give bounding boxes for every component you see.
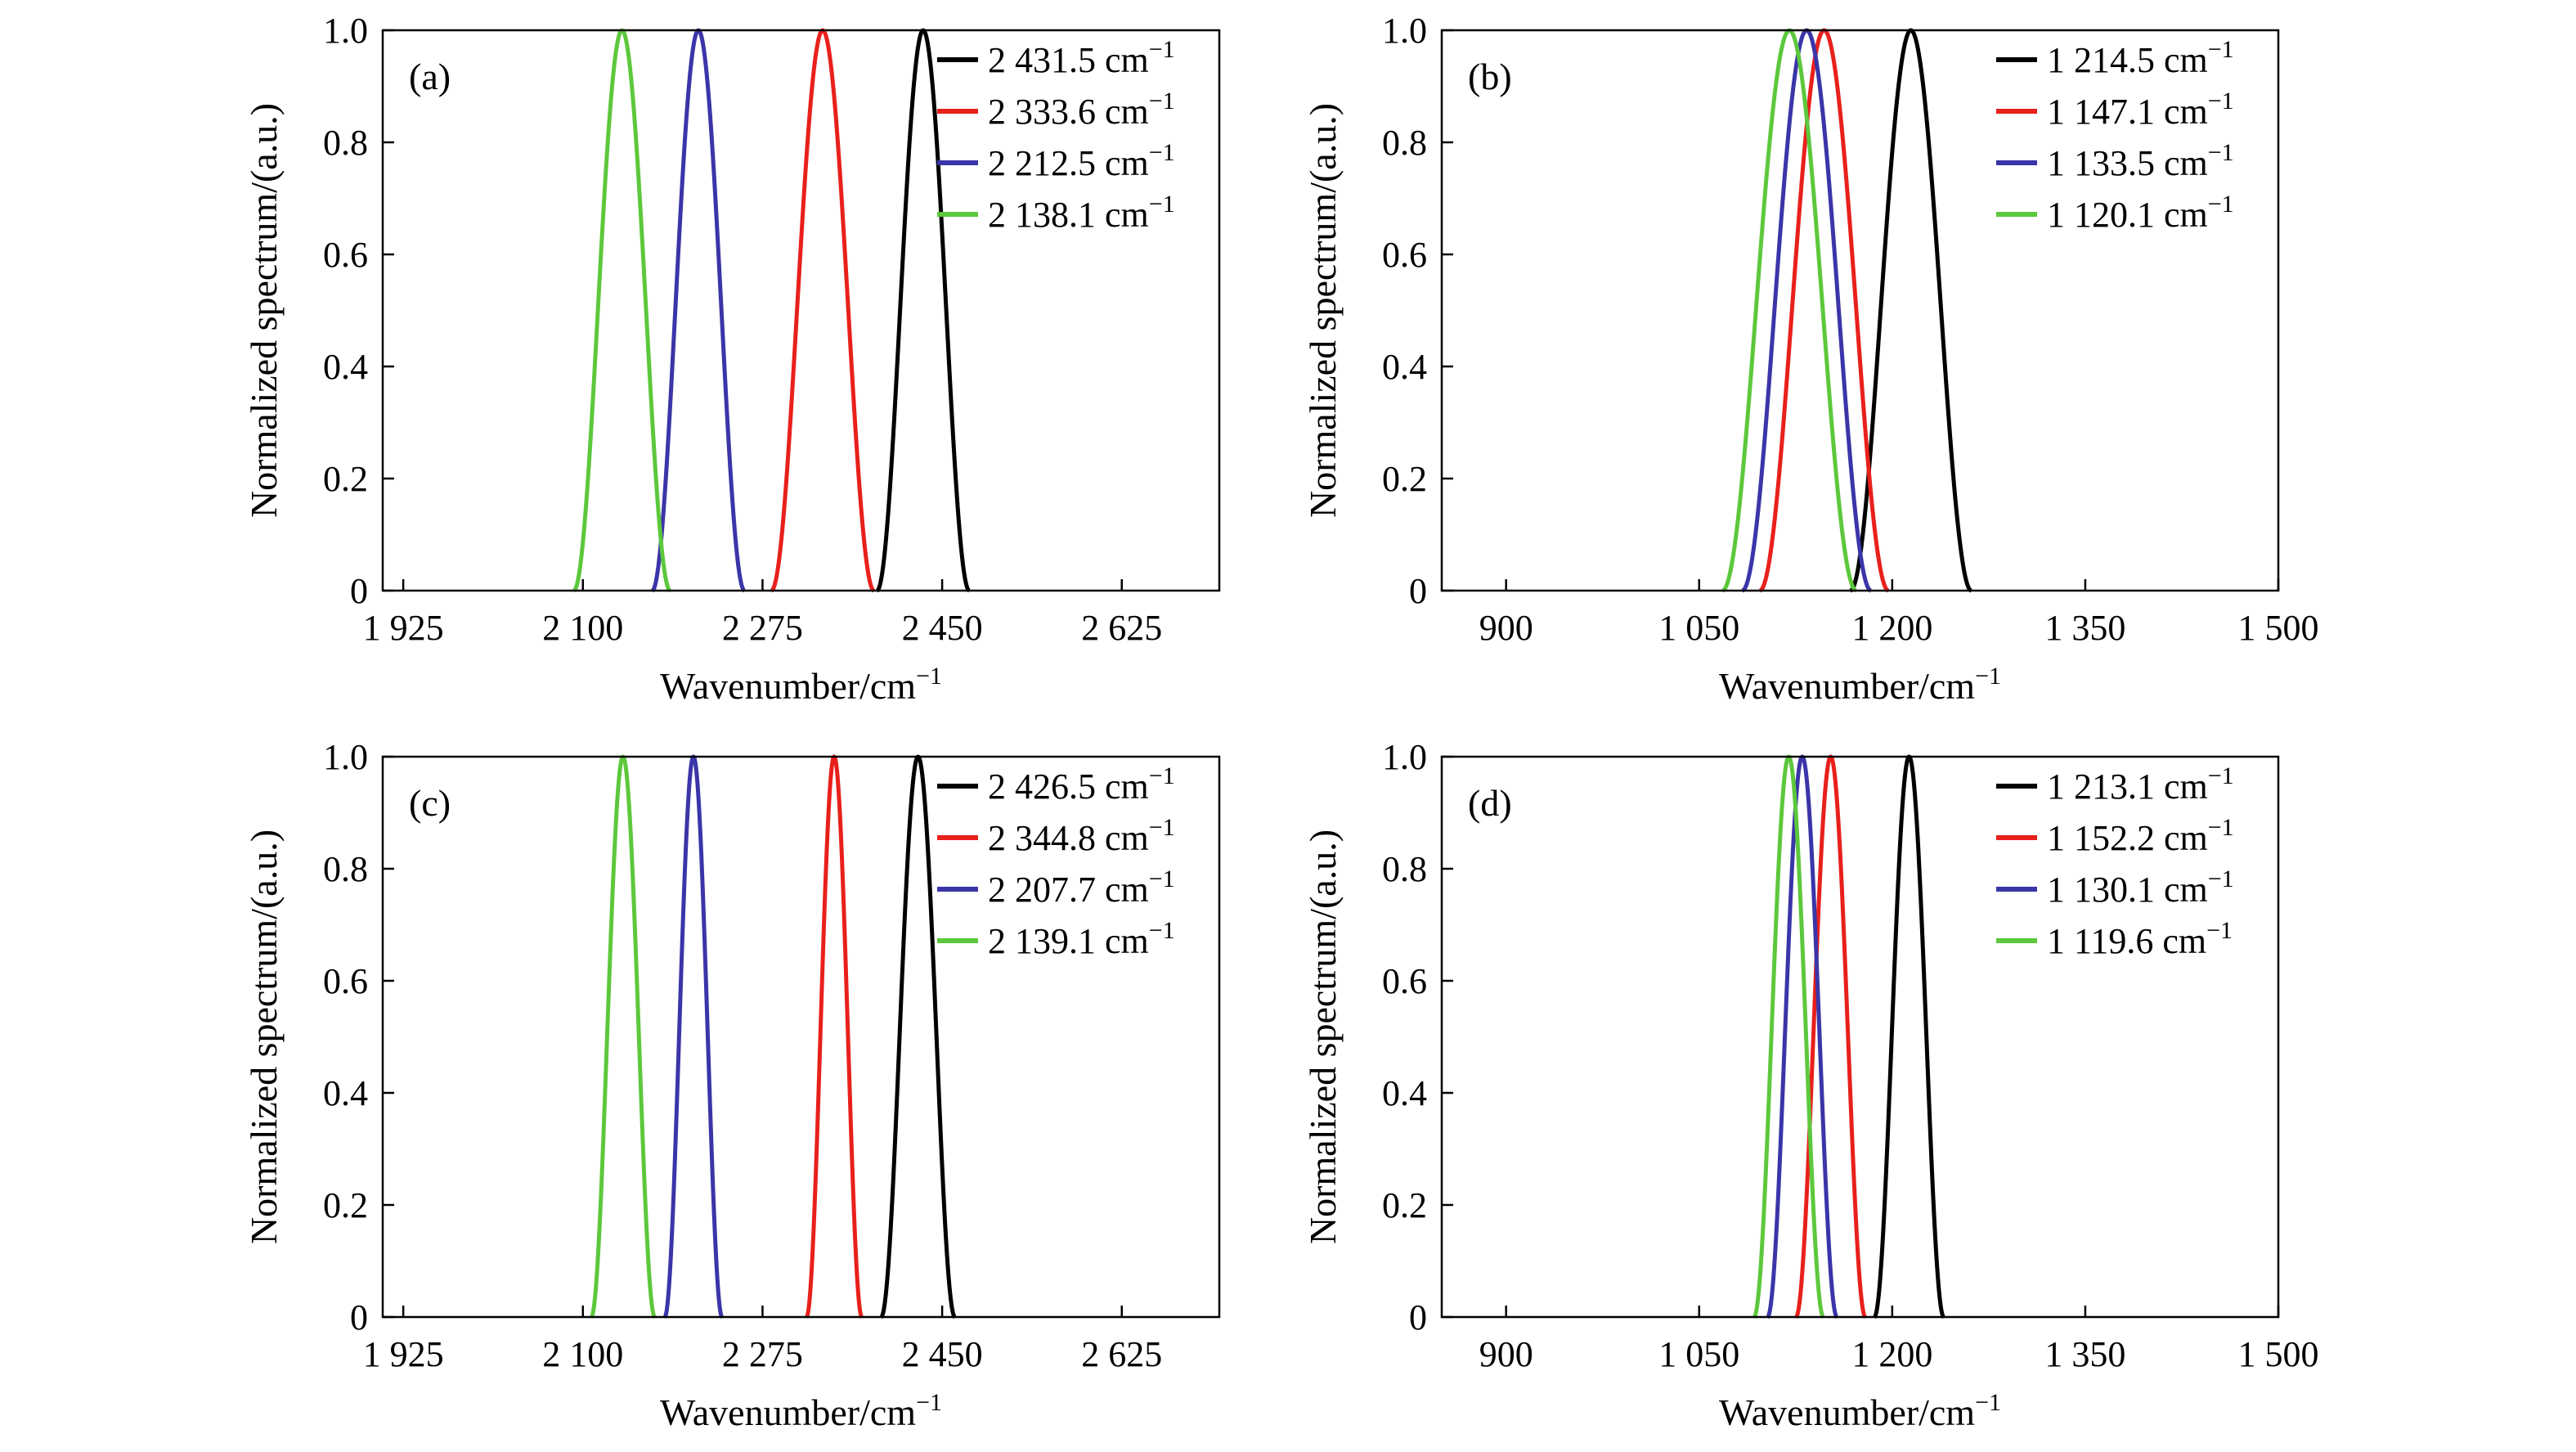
x-axis-label: Wavenumber/cm−1 [1719,1389,2001,1433]
legend-entry: 2 207.7 cm−1 [988,865,1175,910]
x-axis-label: Wavenumber/cm−1 [660,1389,942,1433]
panel-c: 1 925 2 100 2 275 2 450 2 625 0 0.2 0.4 0.6 0.8 1.… [243,737,1221,1433]
legend-entry: 2 212.5 cm−1 [988,139,1175,183]
y-tick-label: 0.2 [323,459,368,499]
y-tick-label: 0.8 [1382,123,1427,163]
x-tick-label: 1 500 [2238,608,2319,648]
legend-entry: 1 152.2 cm−1 [2047,814,2234,858]
y-tick-label: 0.2 [1382,1185,1427,1225]
y-tick-label: 0.4 [323,347,368,387]
plot-frame [381,29,1221,592]
plot-frame [381,755,1221,1319]
x-axis-label: Wavenumber/cm−1 [660,663,942,707]
panel-label: (c) [409,782,451,824]
y-tick-label: 0 [350,571,368,611]
panel-a: 1 925 2 100 2 275 2 450 2 625 0 0.2 0.4 0.6 0.8 1.… [243,11,1221,707]
y-tick-label: 0.4 [323,1073,368,1113]
legend-entry: 2 431.5 cm−1 [988,36,1175,80]
y-tick-label: 0.4 [1382,1073,1427,1113]
y-tick-label: 0.6 [323,235,368,275]
y-axis-label: Normalized spectrum/(a.u.) [243,103,285,518]
legend-entry: 2 139.1 cm−1 [988,917,1175,961]
plot-frame [1440,755,2280,1319]
panel-label: (b) [1468,56,1512,97]
x-tick-label: 1 350 [2044,608,2125,648]
x-tick-label: 2 275 [722,1334,803,1374]
x-tick-label: 1 200 [1851,608,1932,648]
y-axis-label: Normalized spectrum/(a.u.) [1302,829,1344,1244]
x-tick-label: 900 [1479,608,1533,648]
legend-entry: 1 133.5 cm−1 [2047,139,2234,183]
y-tick-label: 0 [350,1297,368,1337]
y-tick-label: 0 [1409,1297,1427,1337]
x-tick-label: 2 450 [902,608,983,648]
y-axis-label: Normalized spectrum/(a.u.) [1302,103,1344,518]
y-tick-label: 1.0 [1382,737,1427,777]
panel-d: 900 1 050 1 200 1 350 1 500 0 0.2 0.4 0.6 0.8 1.0 W… [1302,737,2319,1433]
y-tick-label: 0.4 [1382,347,1427,387]
legend-entry: 1 147.1 cm−1 [2047,88,2234,132]
x-tick-label: 2 100 [542,608,623,648]
legend-entry: 1 214.5 cm−1 [2047,36,2234,80]
y-tick-label: 1.0 [323,11,368,51]
x-tick-label: 2 450 [902,1334,983,1374]
y-tick-label: 1.0 [323,737,368,777]
y-tick-label: 0.6 [1382,961,1427,1001]
y-tick-label: 0.8 [323,123,368,163]
x-tick-label: 1 200 [1851,1334,1932,1374]
y-axis-label: Normalized spectrum/(a.u.) [243,829,285,1244]
x-tick-label: 1 050 [1658,608,1739,648]
x-tick-label: 2 625 [1081,608,1162,648]
legend-entry: 2 426.5 cm−1 [988,762,1175,807]
y-tick-label: 0.2 [1382,459,1427,499]
panel-label: (d) [1468,782,1512,824]
legend-entry: 1 130.1 cm−1 [2047,865,2234,910]
plot-frame [1440,29,2280,592]
panel-b: 900 1 050 1 200 1 350 1 500 0 0.2 0.4 0.6 0.8 1.0 W… [1302,11,2319,707]
legend-entry: 2 138.1 cm−1 [988,191,1175,235]
x-tick-label: 1 925 [363,608,444,648]
legend-entry: 2 344.8 cm−1 [988,814,1175,858]
x-tick-label: 1 925 [363,1334,444,1374]
y-tick-label: 0.6 [323,961,368,1001]
x-tick-label: 1 350 [2044,1334,2125,1374]
legend-entry: 1 119.6 cm−1 [2047,917,2233,961]
y-tick-label: 0.8 [323,849,368,889]
y-tick-label: 0 [1409,571,1427,611]
x-axis-label: Wavenumber/cm−1 [1719,663,2001,707]
x-tick-label: 2 625 [1081,1334,1162,1374]
legend-entry: 1 213.1 cm−1 [2047,762,2234,807]
x-tick-label: 1 500 [2238,1334,2319,1374]
x-tick-label: 2 275 [722,608,803,648]
y-tick-label: 1.0 [1382,11,1427,51]
legend-entry: 1 120.1 cm−1 [2047,191,2234,235]
x-tick-label: 1 050 [1658,1334,1739,1374]
y-tick-label: 0.8 [1382,849,1427,889]
x-tick-label: 2 100 [542,1334,623,1374]
y-tick-label: 0.6 [1382,235,1427,275]
legend-entry: 2 333.6 cm−1 [988,88,1175,132]
panel-label: (a) [409,56,451,97]
x-tick-label: 900 [1479,1334,1533,1374]
y-tick-label: 0.2 [323,1185,368,1225]
